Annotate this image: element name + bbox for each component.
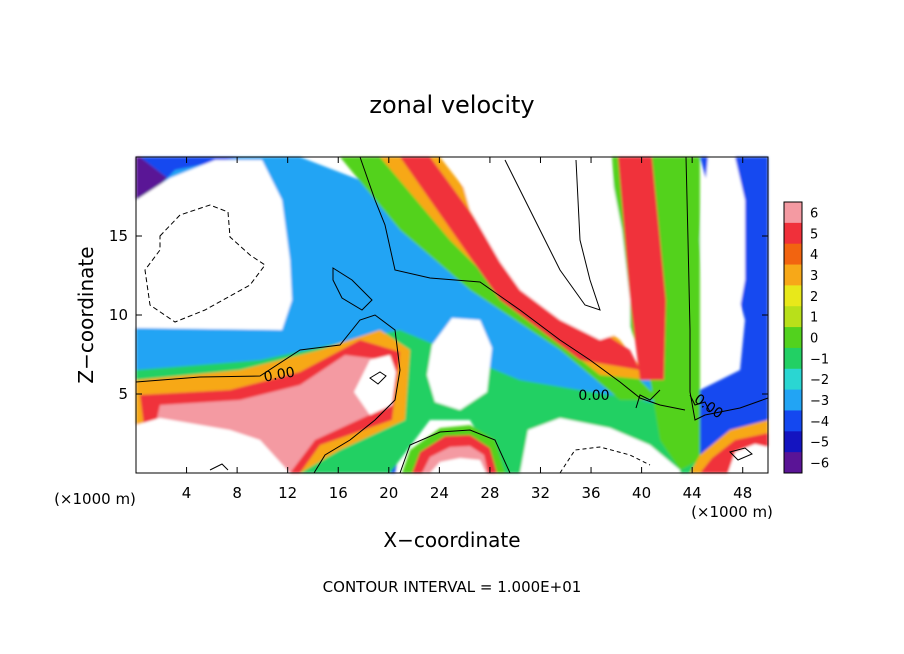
- colorbar-label: −3: [810, 394, 829, 409]
- contour-zero-upper: [359, 156, 686, 411]
- colorbar-swatch: [784, 264, 802, 286]
- white-region-upper-left: [136, 160, 292, 330]
- contour-dashed-bottom: [559, 446, 651, 474]
- white-region-upper-right: [455, 157, 630, 340]
- y-tick-label: 5: [118, 385, 128, 403]
- colorbar-swatch: [784, 327, 802, 349]
- field-band-7: [400, 157, 640, 370]
- x-tick-label: 4: [182, 484, 192, 502]
- colorbar-label: 4: [810, 248, 818, 263]
- colorbar: 6 5 4 3 2 1 0 −1 −2 −3 −4 −5 −6: [783, 201, 829, 474]
- contour-zero-main: [135, 314, 401, 474]
- colorbar-label: 2: [810, 290, 818, 305]
- x-tick-label: 28: [480, 484, 499, 502]
- colorbar-swatch: [784, 306, 802, 328]
- x-tick-label: 36: [581, 484, 600, 502]
- x-tick-label: 20: [379, 484, 398, 502]
- colorbar-swatch: [784, 452, 802, 474]
- colorbar-swatch: [784, 410, 802, 432]
- colorbar-label: −1: [810, 352, 829, 367]
- contour-wiggle-2: [689, 394, 711, 413]
- colorbar-label: 6: [810, 206, 818, 221]
- contour-zero-bottom-arch: [399, 429, 511, 474]
- x-unit-label-right: (×1000 m): [691, 503, 773, 521]
- white-region-lower-center-bubble: [354, 355, 396, 415]
- colorbar-label: 3: [810, 269, 818, 284]
- y-axis-title: Z−coordinate: [74, 246, 98, 383]
- x-tick-label: 32: [531, 484, 550, 502]
- contour-wiggle-1: [635, 389, 661, 409]
- colorbar-swatch: [784, 389, 802, 411]
- contour-dashed-left: [144, 204, 266, 323]
- field-band-9: [618, 157, 666, 380]
- white-region-bottom-center: [430, 458, 486, 473]
- white-region-lower-left: [136, 418, 290, 473]
- contour-small-1: [369, 371, 387, 385]
- colorbar-label: 5: [810, 227, 818, 242]
- chart-title: zonal velocity: [369, 91, 534, 119]
- x-tick-label: 40: [632, 484, 651, 502]
- contour-small-3: [209, 463, 229, 471]
- white-region-bottom-right: [520, 418, 680, 473]
- white-region-right-column: [700, 157, 745, 330]
- x-tick-label: 44: [683, 484, 702, 502]
- colorbar-label: −2: [810, 373, 829, 388]
- velocity-field: [136, 157, 768, 473]
- x-tick-label: 8: [232, 484, 242, 502]
- y-tick-label: 15: [109, 227, 128, 245]
- contour-zero-thin-upper: [504, 159, 601, 311]
- contour-zero-loop: [332, 267, 373, 311]
- y-tick-label: 10: [109, 306, 128, 324]
- contour-small-2: [729, 447, 753, 461]
- white-region-bottom-right-corner: [728, 444, 768, 473]
- colorbar-swatch: [784, 202, 802, 224]
- colorbar-label: −5: [810, 436, 829, 451]
- x-tick-label: 48: [733, 484, 752, 502]
- contour-lines: [135, 156, 769, 474]
- colorbar-label: −6: [810, 457, 829, 472]
- white-region-center-bubble: [427, 318, 492, 410]
- field-band-10: [700, 157, 768, 473]
- colorbar-label: −4: [810, 415, 829, 430]
- colorbar-swatch: [784, 285, 802, 307]
- colorbar-swatch: [784, 347, 802, 370]
- contour-label-1: 0.00: [263, 364, 296, 385]
- x-unit-label-left: (×1000 m): [54, 490, 136, 508]
- x-tick-label: 24: [430, 484, 449, 502]
- x-tick-label: 16: [329, 484, 348, 502]
- colorbar-label: 0: [810, 332, 818, 347]
- colorbar-swatch: [784, 368, 802, 391]
- colorbar-swatch: [784, 243, 802, 266]
- contour-interval-note: CONTOUR INTERVAL = 1.000E+01: [323, 578, 582, 596]
- colorbar-swatch: [784, 222, 802, 245]
- contour-zero-vertical: [685, 156, 769, 421]
- x-tick-label: 12: [278, 484, 297, 502]
- colorbar-frame: [783, 201, 803, 474]
- colorbar-swatch: [784, 431, 802, 453]
- plot-area: 0.00 0.00 0.00 4 8 12 16 20 24 28 32 36 40 44 48510…: [109, 156, 769, 502]
- colorbar-label: 1: [810, 311, 818, 326]
- x-axis-title: X−coordinate: [383, 528, 520, 552]
- contour-label-2: 0.00: [578, 388, 609, 404]
